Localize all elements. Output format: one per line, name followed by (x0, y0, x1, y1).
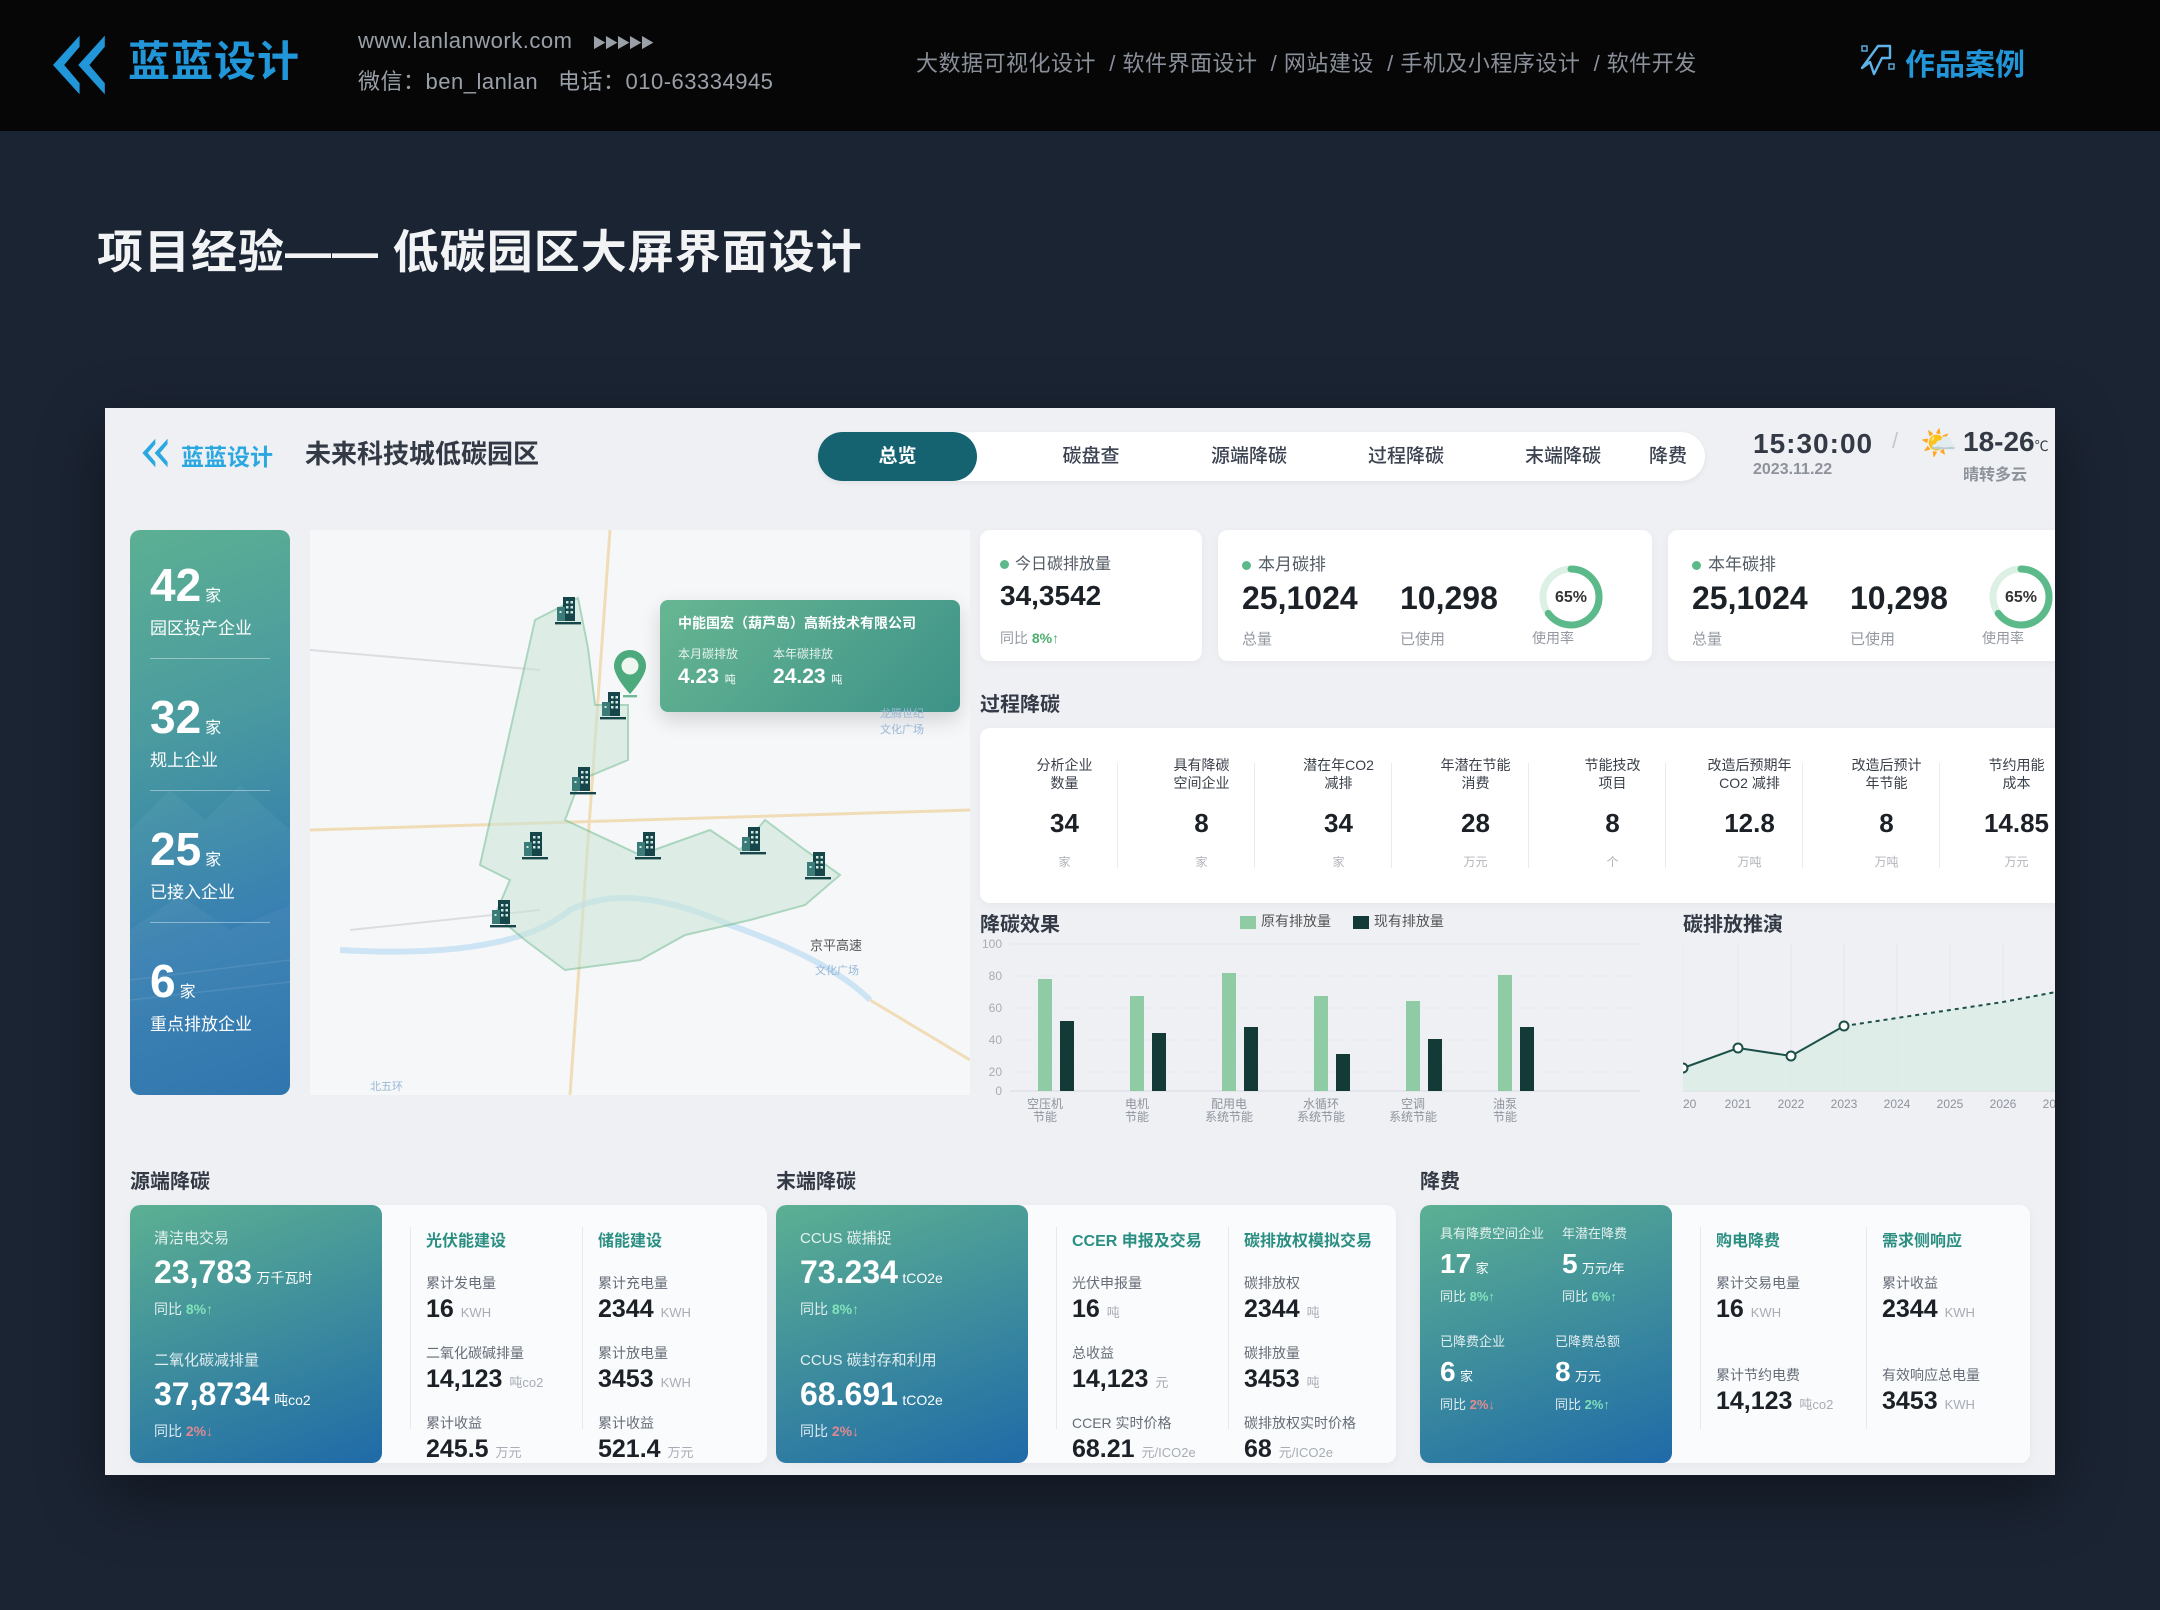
svg-text:2025: 2025 (1937, 1097, 1964, 1111)
svg-text:空调: 空调 (1401, 1097, 1425, 1111)
svg-text:节能: 节能 (1033, 1110, 1057, 1124)
svg-text:节能: 节能 (1125, 1110, 1149, 1124)
svg-text:节能: 节能 (1493, 1110, 1517, 1124)
svg-text:系统节能: 系统节能 (1389, 1110, 1437, 1124)
svg-text:系统节能: 系统节能 (1205, 1110, 1253, 1124)
svg-text:100: 100 (982, 937, 1002, 951)
svg-text:油泵: 油泵 (1493, 1097, 1517, 1111)
svg-text:2023: 2023 (1831, 1097, 1858, 1111)
svg-text:2024: 2024 (1884, 1097, 1911, 1111)
svg-text:0: 0 (995, 1084, 1002, 1098)
svg-text:系统节能: 系统节能 (1297, 1110, 1345, 1124)
svg-text:电机: 电机 (1125, 1097, 1149, 1111)
svg-text:空压机: 空压机 (1027, 1097, 1063, 1111)
svg-text:2026: 2026 (1990, 1097, 2017, 1111)
svg-text:65%: 65% (1555, 589, 1587, 606)
svg-text:40: 40 (989, 1033, 1003, 1047)
svg-text:水循环: 水循环 (1303, 1097, 1339, 1111)
svg-text:20: 20 (989, 1065, 1003, 1079)
svg-text:2027: 2027 (2043, 1097, 2055, 1111)
svg-text:60: 60 (989, 1001, 1003, 1015)
svg-text:2021: 2021 (1725, 1097, 1752, 1111)
svg-text:配用电: 配用电 (1211, 1097, 1247, 1111)
svg-text:65%: 65% (2005, 589, 2037, 606)
svg-text:80: 80 (989, 969, 1003, 983)
svg-text:2022: 2022 (1778, 1097, 1805, 1111)
